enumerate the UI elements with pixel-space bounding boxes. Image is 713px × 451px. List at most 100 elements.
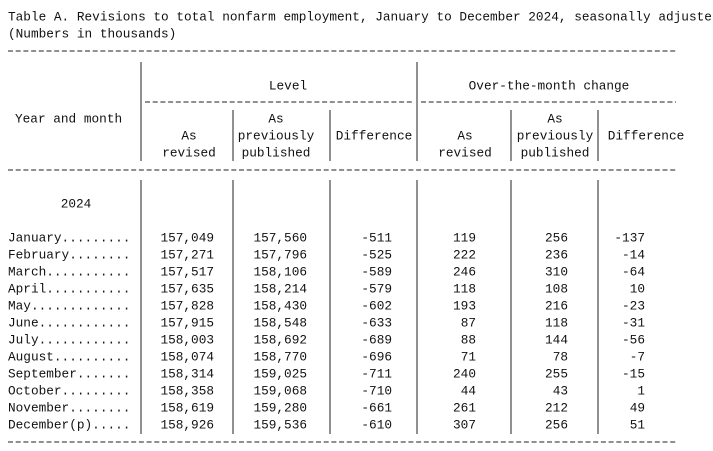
group-header: Over-the-month change <box>469 78 630 93</box>
cell-value: 118 <box>545 315 568 330</box>
cell-value: -511 <box>361 230 392 245</box>
month-label: March........... <box>8 264 130 279</box>
cell-value: -602 <box>361 298 392 313</box>
cell-value: 158,003 <box>160 332 214 347</box>
cell-value: -137 <box>614 230 645 245</box>
cell-value: 51 <box>630 417 646 432</box>
row-header: Year and month <box>15 111 122 126</box>
cell-value: -689 <box>361 332 392 347</box>
cell-value: -696 <box>361 349 392 364</box>
cell-value: -525 <box>361 247 392 262</box>
cell-value: -23 <box>622 298 645 313</box>
cell-value: 157,796 <box>253 247 307 262</box>
column-header: revised <box>438 145 492 160</box>
cell-value: 307 <box>453 417 476 432</box>
cell-value: -579 <box>361 281 392 296</box>
cell-value: 10 <box>630 281 645 296</box>
cell-value: 144 <box>545 332 568 347</box>
cell-value: -15 <box>622 366 645 381</box>
cell-value: -56 <box>622 332 645 347</box>
cell-value: 240 <box>453 366 476 381</box>
cell-value: -589 <box>361 264 392 279</box>
cell-value: 212 <box>545 400 568 415</box>
group-header: Level <box>269 78 307 93</box>
month-label: September....... <box>8 366 130 381</box>
cell-value: 158,926 <box>160 417 214 432</box>
cell-value: -610 <box>361 417 392 432</box>
cell-value: 88 <box>461 332 476 347</box>
cell-value: 158,214 <box>253 281 307 296</box>
cell-value: 158,074 <box>160 349 214 364</box>
cell-value: 158,548 <box>253 315 307 330</box>
month-label: January......... <box>8 230 130 245</box>
cell-value: 255 <box>545 366 568 381</box>
cell-value: 119 <box>453 230 476 245</box>
cell-value: 157,560 <box>253 230 307 245</box>
column-header: revised <box>162 145 216 160</box>
cell-value: 157,915 <box>160 315 214 330</box>
cell-value: 256 <box>545 230 568 245</box>
cell-value: 44 <box>461 383 476 398</box>
title: Table A. Revisions to total nonfarm empl… <box>8 9 712 24</box>
cell-value: 158,692 <box>253 332 307 347</box>
cell-value: -711 <box>361 366 392 381</box>
cell-value: 158,106 <box>253 264 307 279</box>
cell-value: -64 <box>622 264 645 279</box>
column-header: As <box>268 111 283 126</box>
cell-value: 49 <box>630 400 645 415</box>
cell-value: -14 <box>622 247 645 262</box>
cell-value: -710 <box>361 383 392 398</box>
cell-value: 78 <box>553 349 568 364</box>
cell-value: 261 <box>453 400 476 415</box>
cell-value: 118 <box>453 281 476 296</box>
cell-value: 157,271 <box>160 247 214 262</box>
column-header: previously <box>238 128 315 143</box>
cell-value: 159,536 <box>253 417 307 432</box>
month-label: October......... <box>8 383 130 398</box>
cell-value: 1 <box>637 383 645 398</box>
cell-value: 157,828 <box>160 298 214 313</box>
column-header: As <box>457 128 472 143</box>
cell-value: 157,049 <box>160 230 214 245</box>
column-header: previously <box>517 128 594 143</box>
cell-value: 158,358 <box>160 383 214 398</box>
month-label: April........... <box>8 281 130 296</box>
subtitle: (Numbers in thousands) <box>8 26 176 41</box>
month-label: May............. <box>8 298 130 313</box>
column-header: As <box>181 128 196 143</box>
column-header: published <box>521 145 590 160</box>
cell-value: -633 <box>361 315 392 330</box>
month-label: November........ <box>8 400 130 415</box>
cell-value: 158,619 <box>160 400 214 415</box>
cell-value: -661 <box>361 400 392 415</box>
cell-value: 159,068 <box>253 383 307 398</box>
cell-value: 222 <box>453 247 476 262</box>
cell-value: 236 <box>545 247 568 262</box>
cell-value: 87 <box>461 315 476 330</box>
cell-value: 158,314 <box>160 366 214 381</box>
cell-value: 157,517 <box>160 264 214 279</box>
column-header: As <box>547 111 562 126</box>
column-header: Difference <box>608 128 685 143</box>
cell-value: 71 <box>461 349 477 364</box>
cell-value: -7 <box>630 349 645 364</box>
cell-value: -31 <box>622 315 645 330</box>
cell-value: 158,770 <box>253 349 307 364</box>
cell-value: 216 <box>545 298 568 313</box>
cell-value: 256 <box>545 417 568 432</box>
cell-value: 246 <box>453 264 476 279</box>
cell-value: 108 <box>545 281 568 296</box>
year: 2024 <box>61 196 92 211</box>
month-label: December(p)..... <box>8 417 130 432</box>
cell-value: 43 <box>553 383 568 398</box>
column-header: Difference <box>336 128 413 143</box>
cell-value: 159,025 <box>253 366 307 381</box>
month-label: June............ <box>8 315 130 330</box>
cell-value: 193 <box>453 298 476 313</box>
month-label: July............ <box>8 332 130 347</box>
cell-value: 159,280 <box>253 400 307 415</box>
cell-value: 158,430 <box>253 298 307 313</box>
month-label: February........ <box>8 247 130 262</box>
